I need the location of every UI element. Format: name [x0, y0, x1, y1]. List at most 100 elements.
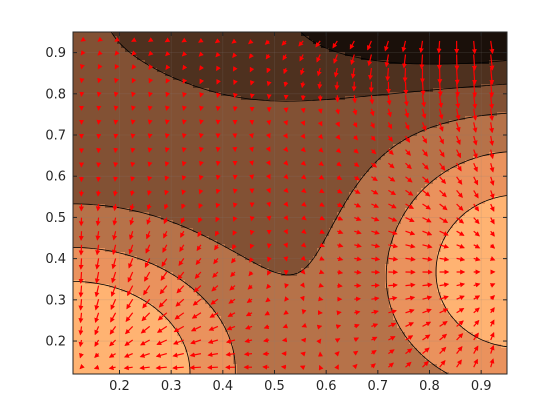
contour-cell [161, 212, 166, 217]
contour-cell [213, 116, 218, 121]
contour-cell [193, 140, 198, 145]
contour-cell [201, 248, 206, 253]
contour-cell [269, 336, 274, 341]
contour-cell [141, 128, 146, 133]
contour-cell [229, 228, 234, 233]
contour-cell [201, 340, 206, 345]
contour-cell [257, 172, 262, 177]
contour-cell [73, 120, 78, 125]
contour-cell [85, 132, 90, 137]
contour-cell [253, 368, 258, 373]
contour-cell [221, 232, 226, 237]
contour-cell [101, 200, 106, 205]
contour-cell [85, 272, 90, 277]
contour-cell [261, 324, 266, 329]
contour-cell [177, 232, 182, 237]
contour-cell [221, 336, 226, 341]
contour-cell [229, 80, 234, 85]
contour-cell [193, 252, 198, 257]
contour-cell [85, 244, 90, 249]
contour-cell [193, 220, 198, 225]
contour-cell [113, 64, 118, 69]
contour-cell [101, 108, 106, 113]
contour-cell [169, 180, 174, 185]
contour-cell [189, 248, 194, 253]
contour-cell [173, 360, 178, 365]
contour-cell [173, 216, 178, 221]
contour-cell [161, 228, 166, 233]
contour-cell [149, 236, 154, 241]
contour-cell [89, 296, 94, 301]
contour-cell [73, 176, 78, 181]
contour-cell [201, 224, 206, 229]
contour-cell [77, 76, 82, 81]
contour-cell [169, 184, 174, 189]
contour-cell [129, 76, 134, 81]
contour-cell [209, 80, 214, 85]
contour-cell [193, 112, 198, 117]
contour-cell [181, 168, 186, 173]
contour-cell [205, 268, 210, 273]
contour-cell [209, 244, 214, 249]
contour-cell [93, 176, 98, 181]
contour-cell [161, 108, 166, 113]
contour-cell [253, 332, 258, 337]
contour-cell [125, 120, 130, 125]
contour-cell [161, 68, 166, 73]
contour-cell [265, 180, 270, 185]
contour-cell [261, 308, 266, 313]
contour-cell [149, 88, 154, 93]
contour-cell [189, 104, 194, 109]
contour-cell [149, 116, 154, 121]
contour-cell [245, 64, 250, 69]
contour-cell [125, 224, 130, 229]
contour-cell [257, 204, 262, 209]
contour-cell [197, 336, 202, 341]
contour-cell [281, 160, 286, 165]
contour-cell [85, 200, 90, 205]
contour-cell [265, 288, 270, 293]
contour-cell [125, 332, 130, 337]
contour-cell [269, 136, 274, 141]
contour-cell [249, 212, 254, 217]
contour-cell [253, 280, 258, 285]
contour-cell [85, 284, 90, 289]
contour-cell [221, 252, 226, 257]
contour-cell [185, 108, 190, 113]
contour-cell [153, 112, 158, 117]
contour-cell [249, 340, 254, 345]
contour-cell [121, 204, 126, 209]
contour-cell [137, 44, 142, 49]
contour-cell [293, 304, 298, 309]
contour-cell [133, 248, 138, 253]
contour-cell [109, 220, 114, 225]
contour-cell [133, 312, 138, 317]
contour-cell [169, 64, 174, 69]
contour-cell [293, 344, 298, 349]
contour-cell [93, 36, 98, 41]
contour-cell [273, 164, 278, 169]
contour-cell [233, 328, 238, 333]
contour-cell [237, 324, 242, 329]
contour-cell [201, 312, 206, 317]
contour-cell [229, 68, 234, 73]
contour-cell [193, 200, 198, 205]
contour-cell [161, 252, 166, 257]
contour-cell [161, 196, 166, 201]
contour-cell [89, 240, 94, 245]
contour-cell [193, 284, 198, 289]
contour-cell [137, 364, 142, 369]
contour-cell [105, 232, 110, 237]
contour-cell [141, 212, 146, 217]
contour-cell [205, 352, 210, 357]
contour-cell [89, 264, 94, 269]
contour-cell [121, 348, 126, 353]
contour-cell [177, 216, 182, 221]
contour-cell [81, 372, 86, 374]
contour-cell [213, 152, 218, 157]
contour-cell [161, 124, 166, 129]
contour-cell [257, 152, 262, 157]
contour-cell [105, 280, 110, 285]
contour-cell [269, 292, 274, 297]
contour-cell [249, 204, 254, 209]
